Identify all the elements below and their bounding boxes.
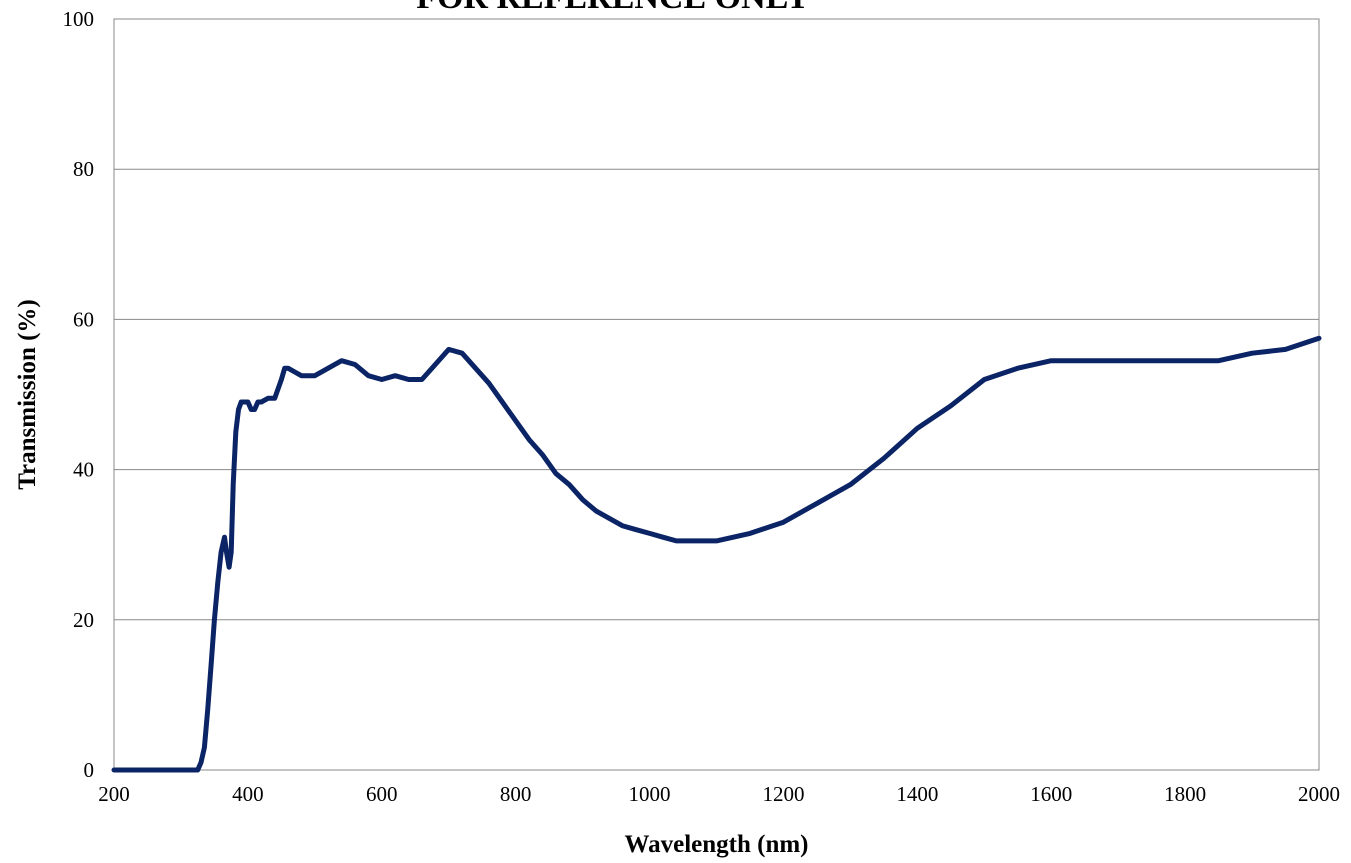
gridlines	[114, 168, 1319, 621]
y-tick-label-0: 0	[84, 758, 95, 782]
transmission-series-line	[111, 335, 1322, 773]
y-axis-tick-labels: 0 20 40 60 80 100	[63, 7, 95, 782]
reference-banner: FOR REFERENCE ONLY	[416, 0, 810, 16]
x-tick-label-600: 600	[366, 782, 398, 806]
y-tick-label-40: 40	[73, 458, 94, 482]
x-tick-label-1200: 1200	[762, 782, 804, 806]
y-tick-label-20: 20	[73, 608, 94, 632]
x-tick-label-1000: 1000	[629, 782, 671, 806]
x-tick-label-1400: 1400	[896, 782, 938, 806]
x-tick-label-2000: 2000	[1298, 782, 1340, 806]
x-tick-label-800: 800	[500, 782, 532, 806]
x-axis-tick-labels: 200 400 600 800 1000 1200 1400 1600 1800 2000	[98, 782, 1340, 806]
y-tick-label-80: 80	[73, 157, 94, 181]
x-tick-label-1800: 1800	[1164, 782, 1206, 806]
plot-area-border	[113, 18, 1320, 771]
x-axis-title: Wavelength (nm)	[624, 831, 808, 858]
x-tick-label-1600: 1600	[1030, 782, 1072, 806]
x-tick-label-400: 400	[232, 782, 264, 806]
y-tick-label-100: 100	[63, 7, 95, 31]
x-tick-label-200: 200	[98, 782, 130, 806]
y-axis-title: Transmission (%)	[14, 299, 41, 490]
y-tick-label-60: 60	[73, 307, 94, 331]
